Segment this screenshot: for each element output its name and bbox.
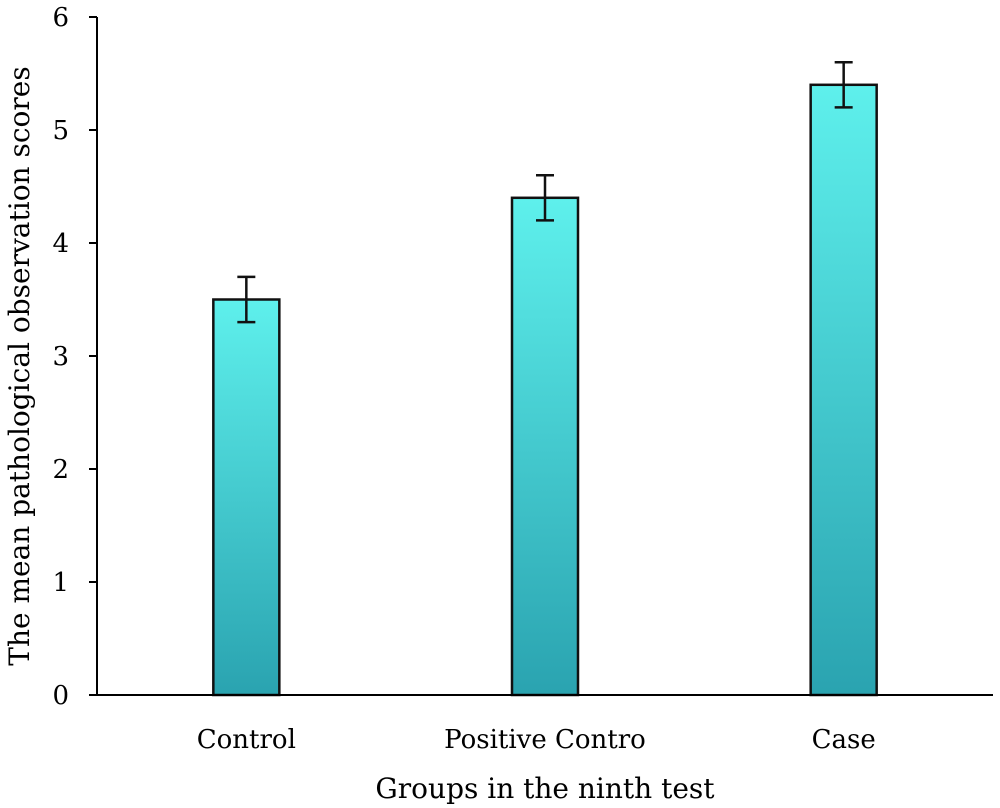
y-tick-label: 6 xyxy=(52,3,69,33)
y-tick-label: 5 xyxy=(52,116,69,146)
bar-control xyxy=(212,298,281,697)
error-bars xyxy=(237,60,853,324)
error-bar xyxy=(834,60,853,109)
y-tick-label: 2 xyxy=(52,455,69,485)
y-axis-title: The mean pathological observation scores xyxy=(3,66,36,665)
x-tick-label: Case xyxy=(812,725,876,755)
error-bar xyxy=(237,275,256,324)
x-tick-labels: Control Positive Contro Case xyxy=(197,725,876,755)
x-tick-label: Control xyxy=(197,725,296,755)
bar-case xyxy=(809,83,878,697)
y-tick-label: 1 xyxy=(52,568,69,598)
error-bar xyxy=(536,173,554,222)
y-tick-label: 4 xyxy=(52,229,69,259)
x-axis-title: Groups in the ninth test xyxy=(375,772,715,805)
x-tick-label: Positive Contro xyxy=(444,725,646,755)
y-tick-label: 0 xyxy=(52,681,69,711)
y-ticks: 0 1 2 3 4 5 6 xyxy=(52,3,97,711)
bar-positive-contro xyxy=(510,196,580,697)
y-tick-label: 3 xyxy=(52,342,69,372)
